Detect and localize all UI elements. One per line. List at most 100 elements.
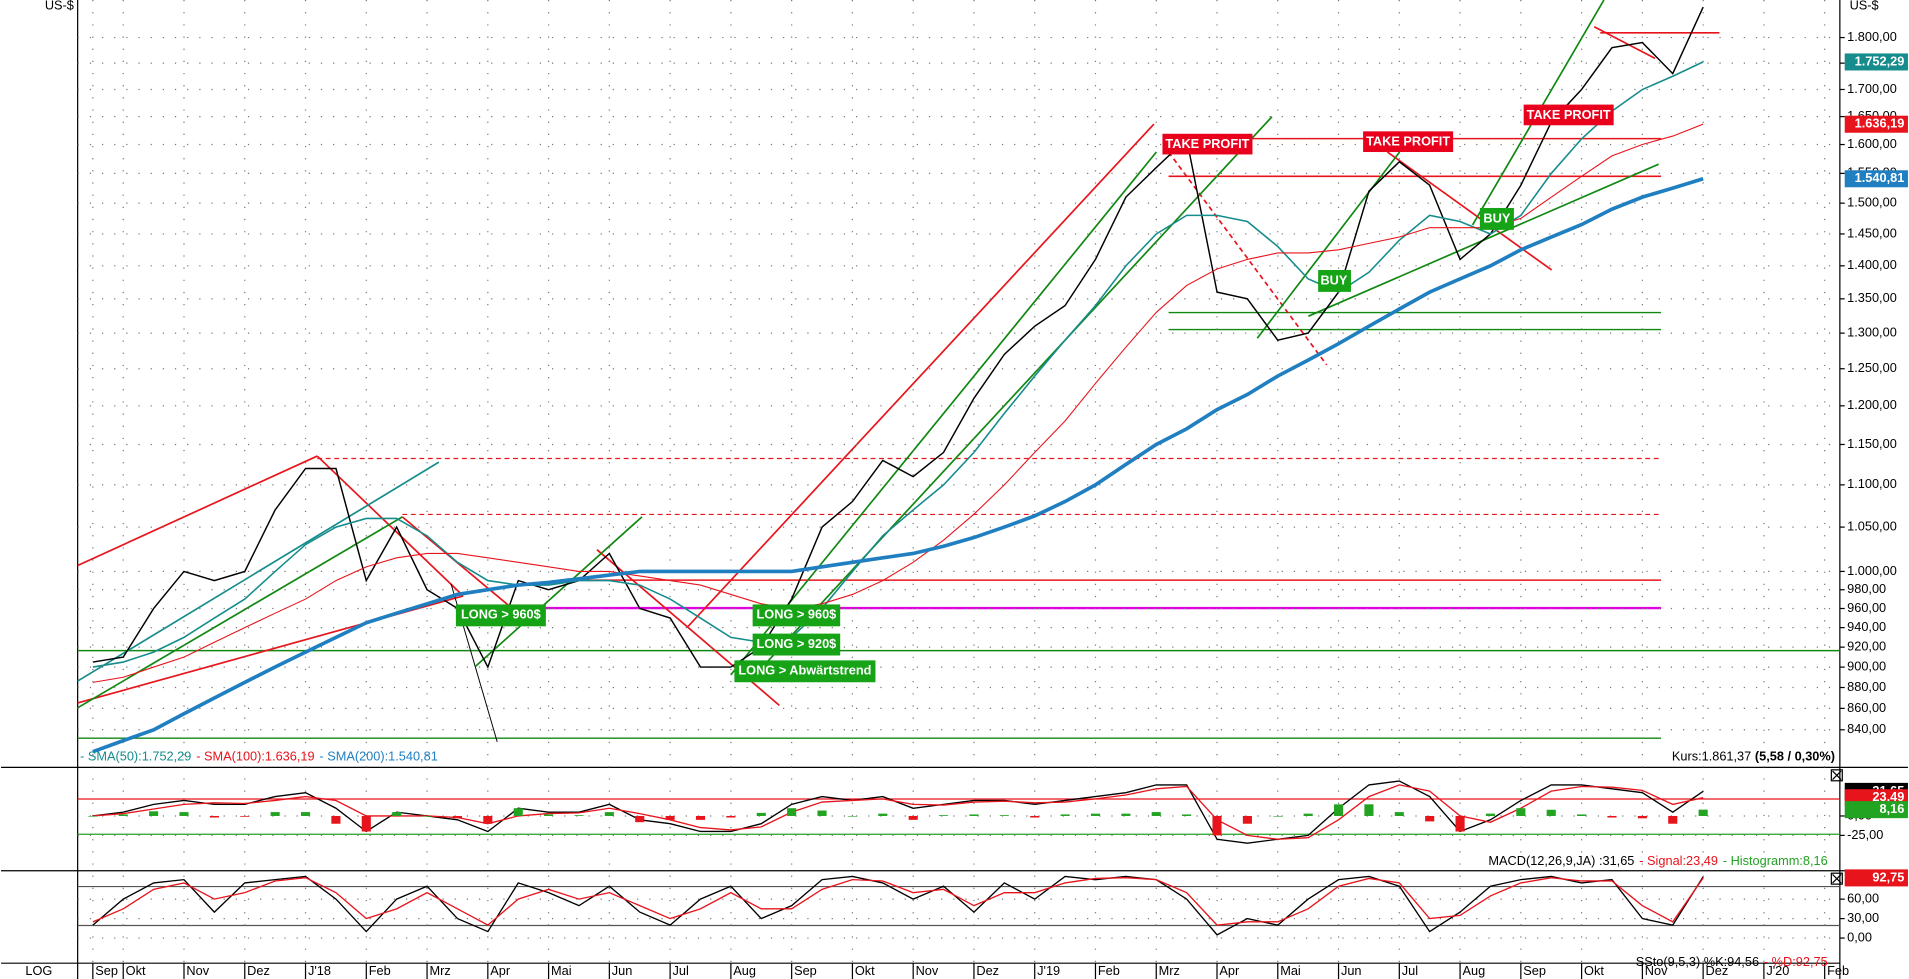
histogram-bar	[1030, 815, 1040, 818]
histogram-bar	[422, 815, 432, 817]
trend-line	[687, 123, 1155, 627]
histogram-bar	[1212, 815, 1222, 836]
histogram-bar	[999, 815, 1009, 816]
price-legend: Kurs:1.861,37 (5,58 / 0,30%)	[1672, 749, 1835, 764]
annotation: BUY	[1320, 272, 1347, 287]
y-tick-label: 1.200,00	[1847, 397, 1897, 412]
histogram-bar	[1455, 815, 1465, 832]
histogram-bar	[361, 815, 371, 832]
annotation-box	[1363, 131, 1454, 153]
histogram-bar	[1394, 812, 1404, 816]
annotation: LONG > 960$	[757, 607, 837, 622]
histogram-bar	[1060, 814, 1070, 816]
close-icon[interactable]	[1832, 770, 1842, 780]
histogram-bar	[817, 810, 827, 816]
y-tick-label: 60,00	[1847, 891, 1879, 906]
y-tick-label: 960,00	[1847, 600, 1886, 615]
annotation: LONG > Abwärtstrend	[738, 663, 871, 678]
histogram-bar	[787, 808, 797, 816]
trend-line	[730, 151, 1158, 676]
x-tick-label: Okt	[855, 963, 875, 978]
legend: SSto(9,5,3) %K:94,56 - %D:92,75	[1636, 955, 1828, 970]
legend-entry: - SMA(100):1.636,19	[196, 749, 314, 764]
annotation-box	[455, 604, 546, 627]
value-label-box	[1844, 53, 1908, 71]
annotation-box	[1523, 104, 1614, 126]
y-tick-label: 1.000,00	[1847, 563, 1897, 578]
legend: MACD(12,26,9,JA) :31,65 - Signal:23,49 - H…	[1488, 854, 1827, 869]
value-label-box	[1844, 115, 1908, 133]
y-tick-label: 30,00	[1847, 910, 1879, 925]
histogram-bar	[300, 812, 311, 816]
value-label: 1.636,19	[1855, 116, 1905, 131]
trend-line	[1167, 151, 1328, 366]
value-label: 92,75	[1872, 869, 1904, 884]
y-tick-label: 860,00	[1847, 700, 1886, 715]
y-tick-label: 1.700,00	[1847, 81, 1897, 96]
histogram-bar	[635, 815, 645, 823]
histogram-bar	[1516, 808, 1526, 816]
unit-label: US-$	[45, 0, 74, 12]
x-tick-label: Dez	[976, 963, 999, 978]
histogram-bar	[1607, 815, 1617, 818]
x-tick-label: Feb	[1098, 963, 1120, 978]
histogram-bar	[513, 808, 523, 816]
x-tick-label: Dez	[247, 963, 270, 978]
histogram-bar	[1546, 809, 1556, 816]
x-tick-label: Jul	[673, 963, 689, 978]
value-label: 8,16	[1879, 801, 1904, 816]
value-label: 1.752,29	[1855, 53, 1905, 68]
x-tick-label: Jun	[1341, 963, 1362, 978]
histogram-bar	[1637, 815, 1647, 819]
legend-entry: Kurs:1.861,37	[1672, 749, 1751, 764]
legend: - SMA(50):1.752,29 - SMA(100):1.636,19 - S…	[80, 749, 438, 764]
histogram-bar	[665, 815, 675, 820]
annotation-box	[1162, 133, 1253, 155]
histogram-bar	[969, 814, 979, 816]
histogram-bar	[1090, 813, 1101, 816]
histogram-bar	[1151, 812, 1161, 816]
y-tick-label: -25,00	[1847, 827, 1883, 842]
annotation: BUY	[1483, 210, 1510, 225]
close-icon[interactable]	[1832, 873, 1842, 884]
y-tick-label: 900,00	[1847, 658, 1886, 673]
y-tick-label: 1.150,00	[1847, 436, 1897, 451]
y-tick-label: 980,00	[1847, 581, 1886, 596]
annotation: TAKE PROFIT	[1527, 107, 1611, 122]
legend-entry: - Histogramm:8,16	[1723, 854, 1828, 869]
histogram-bar	[88, 815, 98, 817]
histogram-bar	[939, 815, 949, 816]
y-tick-label: 1.050,00	[1847, 518, 1897, 533]
annotation: LONG > 960$	[461, 607, 541, 622]
annotation-box	[734, 660, 876, 683]
x-tick-label: Sep	[95, 963, 118, 978]
x-tick-label: Mai	[1280, 963, 1301, 978]
trend-line	[1593, 25, 1656, 60]
close-icon[interactable]	[1830, 872, 1843, 885]
close-icon[interactable]	[1830, 769, 1843, 782]
histogram-bar	[1425, 815, 1435, 822]
x-tick-label: Dez	[1706, 963, 1729, 978]
trend-line	[77, 461, 440, 682]
histogram-bar	[118, 814, 128, 816]
annotation: TAKE PROFIT	[1366, 134, 1450, 149]
series-line	[92, 877, 1704, 926]
value-label-box	[1844, 869, 1908, 887]
histogram-bar	[179, 812, 189, 816]
price-change: (5,58 / 0,30%)	[1755, 749, 1835, 764]
x-tick-label: Mrz	[1159, 963, 1180, 978]
histogram-bar	[483, 815, 493, 824]
histogram-bar	[209, 815, 219, 818]
trend-line	[1256, 151, 1401, 339]
annotation: TAKE PROFIT	[1165, 136, 1249, 151]
x-tick-label: J'20	[1766, 963, 1789, 978]
histogram-bar	[149, 811, 159, 816]
y-tick-label: 0,00	[1847, 929, 1872, 944]
x-tick-label: Apr	[1219, 963, 1240, 978]
series-line	[92, 61, 1704, 668]
histogram-bar	[1698, 809, 1708, 816]
series-line	[92, 123, 1704, 683]
histogram-bar	[908, 815, 918, 820]
y-tick-label: 1.100,00	[1847, 476, 1897, 491]
